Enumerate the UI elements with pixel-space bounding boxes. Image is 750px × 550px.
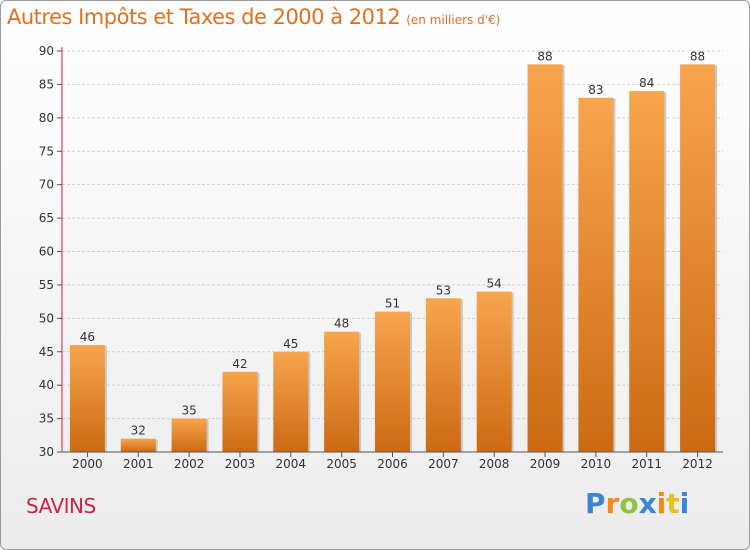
chart-title: Autres Impôts et Taxes de 2000 à 2012 (en… [7,5,500,29]
y-tick-label: 90 [39,44,54,58]
x-tick-label: 2011 [631,457,662,471]
bar-2003 [222,371,258,452]
bar-2006 [375,311,410,452]
y-tick-label: 75 [39,144,54,158]
data-label: 42 [232,357,247,371]
y-tick-label: 65 [39,211,54,225]
data-label: 53 [436,283,451,297]
y-tick-label: 40 [39,378,54,392]
bar-2004 [273,351,309,452]
commune-name: SAVINS [26,494,96,518]
y-tick-label: 45 [39,345,54,359]
bar-2012 [680,64,716,452]
y-tick-label: 55 [39,278,54,292]
labels: 30 35 40 45 50 55 60 65 70 75 80 85 90 46 2000 32 2001 35… [39,44,713,471]
bar-2001 [120,438,156,452]
logo-letter: o [619,487,639,520]
x-tick-label: 2003 [225,457,256,471]
x-tick-label: 2006 [377,457,408,471]
x-tick-label: 2005 [326,457,357,471]
y-tick-label: 60 [39,245,54,259]
data-label: 48 [334,317,349,331]
y-tick-label: 70 [39,178,54,192]
x-tick-label: 2008 [479,457,510,471]
x-tick-label: 2007 [428,457,459,471]
x-tick-label: 2009 [530,457,561,471]
y-tick-label: 85 [39,77,54,91]
x-tick-label: 2000 [72,457,103,471]
data-label: 88 [537,49,552,63]
y-tick-label: 30 [39,445,54,459]
bars [69,64,718,453]
bar-2008 [476,291,512,452]
axes [57,47,723,457]
logo-letter: P [585,487,606,520]
data-label: 88 [690,49,705,63]
x-tick-label: 2001 [123,457,154,471]
bar-2011 [629,91,665,452]
x-tick-label: 2010 [581,457,612,471]
data-label: 46 [80,330,95,344]
data-label: 45 [283,337,298,351]
x-tick-label: 2004 [276,457,307,471]
chart-title-text: Autres Impôts et Taxes de 2000 à 2012 [7,5,401,29]
y-tick-label: 35 [39,412,54,426]
x-tick-label: 2012 [682,457,713,471]
proxiti-logo: Proxiti [585,487,689,520]
bar-2005 [324,331,360,452]
bar-2002 [171,418,207,452]
logo-letter: r [605,487,620,520]
data-label: 83 [588,83,603,97]
x-tick-label: 2002 [174,457,205,471]
bar-2009 [527,64,563,452]
logo-letter: t [666,487,680,520]
data-label: 32 [131,424,146,438]
data-label: 54 [487,277,502,291]
bar-2007 [425,298,461,452]
logo-letter: i [679,487,690,520]
y-tick-label: 80 [39,111,54,125]
y-tick-label: 50 [39,311,54,325]
data-label: 84 [639,76,654,90]
chart-subtitle: (en milliers d'€) [406,13,501,27]
data-label: 51 [385,297,400,311]
data-label: 35 [181,404,196,418]
logo-letter: x [638,487,657,520]
bar-2000 [69,345,105,452]
logo-letter: i [656,487,667,520]
bar-2010 [578,97,614,453]
